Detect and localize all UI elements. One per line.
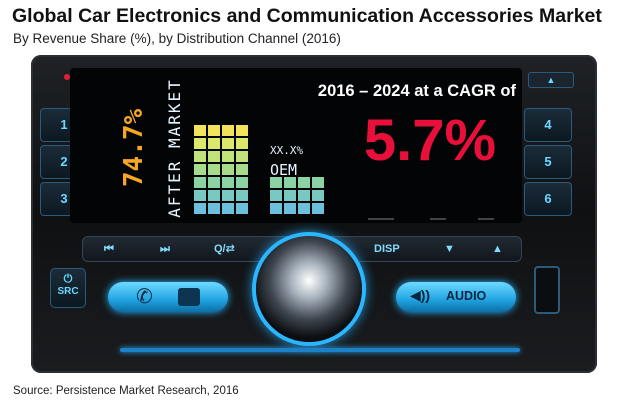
oem-bar-segment xyxy=(298,203,310,214)
preset-button-6: 6 xyxy=(524,182,572,216)
preset-button-4: 4 xyxy=(524,108,572,142)
audio-pill xyxy=(396,282,516,312)
after-market-bar-segment xyxy=(222,203,234,214)
after-market-bar-segment xyxy=(194,190,206,201)
after-market-bar-segment xyxy=(194,177,206,188)
oem-bar-segment xyxy=(270,177,282,188)
after-market-bar-segment xyxy=(222,138,234,149)
phone-pill xyxy=(108,282,228,312)
after-market-bar-segment xyxy=(208,151,220,162)
chart-source: Source: Persistence Market Research, 201… xyxy=(13,385,239,397)
after-market-bar-segment xyxy=(194,151,206,162)
after-market-bar-segment xyxy=(236,203,248,214)
oem-bar-segment xyxy=(298,177,310,188)
eject-button: ▲ xyxy=(528,72,574,88)
volume-knob xyxy=(256,236,362,342)
after-market-bar-segment xyxy=(208,177,220,188)
after-market-bar-segment xyxy=(222,125,234,136)
power-led xyxy=(64,74,70,80)
preset-button-5: 5 xyxy=(524,145,572,179)
chart-title: Global Car Electronics and Communication… xyxy=(12,5,602,27)
oem-bar-segment xyxy=(284,203,296,214)
disp-button: DISP xyxy=(374,243,400,255)
chart-svg: 74.7% AFTER MARKET XX.X% OEM 2016 – 2024… xyxy=(119,78,517,220)
cagr-value: 5.7% xyxy=(364,108,496,173)
after-market-bar-segment xyxy=(194,138,206,149)
phone-icon: ✆ xyxy=(136,286,153,308)
chart-subtitle: By Revenue Share (%), by Distribution Ch… xyxy=(13,31,341,46)
oem-value-label: XX.X% xyxy=(270,144,303,157)
source-button: ⏻ SRC xyxy=(50,268,86,308)
after-market-bar-segment xyxy=(236,151,248,162)
after-market-bar-segment xyxy=(194,164,206,175)
oem-bar-segment xyxy=(284,177,296,188)
after-market-bar-segment xyxy=(222,177,234,188)
after-market-bar-segment xyxy=(208,190,220,201)
chevron-down-icon: ▼ xyxy=(444,243,455,255)
oem-bar-segment xyxy=(312,177,324,188)
after-market-bar-segment xyxy=(208,125,220,136)
after-market-bar-segment xyxy=(222,190,234,201)
prev-track-icon: ⏮ xyxy=(104,243,114,255)
oem-bar-segment xyxy=(312,190,324,201)
after-market-bar xyxy=(194,125,248,214)
oem-bar-segment xyxy=(284,190,296,201)
after-market-bar-segment xyxy=(194,125,206,136)
after-market-bar-segment xyxy=(236,190,248,201)
cagr-caption: 2016 – 2024 at a CAGR of xyxy=(318,82,517,100)
mic-icon xyxy=(178,288,200,306)
after-market-bar-segment xyxy=(222,164,234,175)
oem-category-label: OEM xyxy=(270,161,297,179)
after-market-bar-segment xyxy=(236,177,248,188)
oem-bar-segment xyxy=(298,190,310,201)
oem-bar-segment xyxy=(270,203,282,214)
after-market-bar-segment xyxy=(236,125,248,136)
speaker-icon: ◀)) xyxy=(410,287,431,303)
radio-display: 74.7% AFTER MARKET XX.X% OEM 2016 – 2024… xyxy=(70,68,522,223)
oem-bar-segment xyxy=(270,190,282,201)
after-market-bar-segment xyxy=(208,164,220,175)
next-track-icon: ⏭ xyxy=(160,243,170,255)
chevron-up-icon: ▲ xyxy=(492,243,503,255)
after-market-value-label: 74.7% xyxy=(119,109,149,188)
source-button-label: SRC xyxy=(57,286,79,297)
after-market-bar-segment xyxy=(208,138,220,149)
bottom-light-strip xyxy=(120,348,520,352)
after-market-bar-segment xyxy=(222,151,234,162)
oem-bar-segment xyxy=(312,203,324,214)
usb-slot xyxy=(534,266,560,314)
search-icon: Q/⇄ xyxy=(214,243,235,255)
after-market-bar-segment xyxy=(236,138,248,149)
after-market-bar-segment xyxy=(208,203,220,214)
power-icon: ⏻ xyxy=(63,273,73,285)
after-market-bar-segment xyxy=(194,203,206,214)
oem-bar xyxy=(270,177,324,214)
audio-button-label: AUDIO xyxy=(446,289,487,303)
after-market-category-label: AFTER MARKET xyxy=(165,78,184,218)
after-market-bar-segment xyxy=(236,164,248,175)
